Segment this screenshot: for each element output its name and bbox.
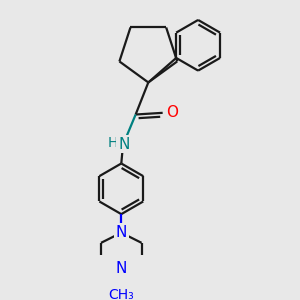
Text: CH₃: CH₃ — [108, 288, 134, 300]
Text: H: H — [108, 136, 118, 150]
Text: N: N — [116, 225, 127, 240]
Text: N: N — [116, 261, 127, 276]
Text: N: N — [118, 136, 130, 152]
Text: O: O — [166, 105, 178, 120]
